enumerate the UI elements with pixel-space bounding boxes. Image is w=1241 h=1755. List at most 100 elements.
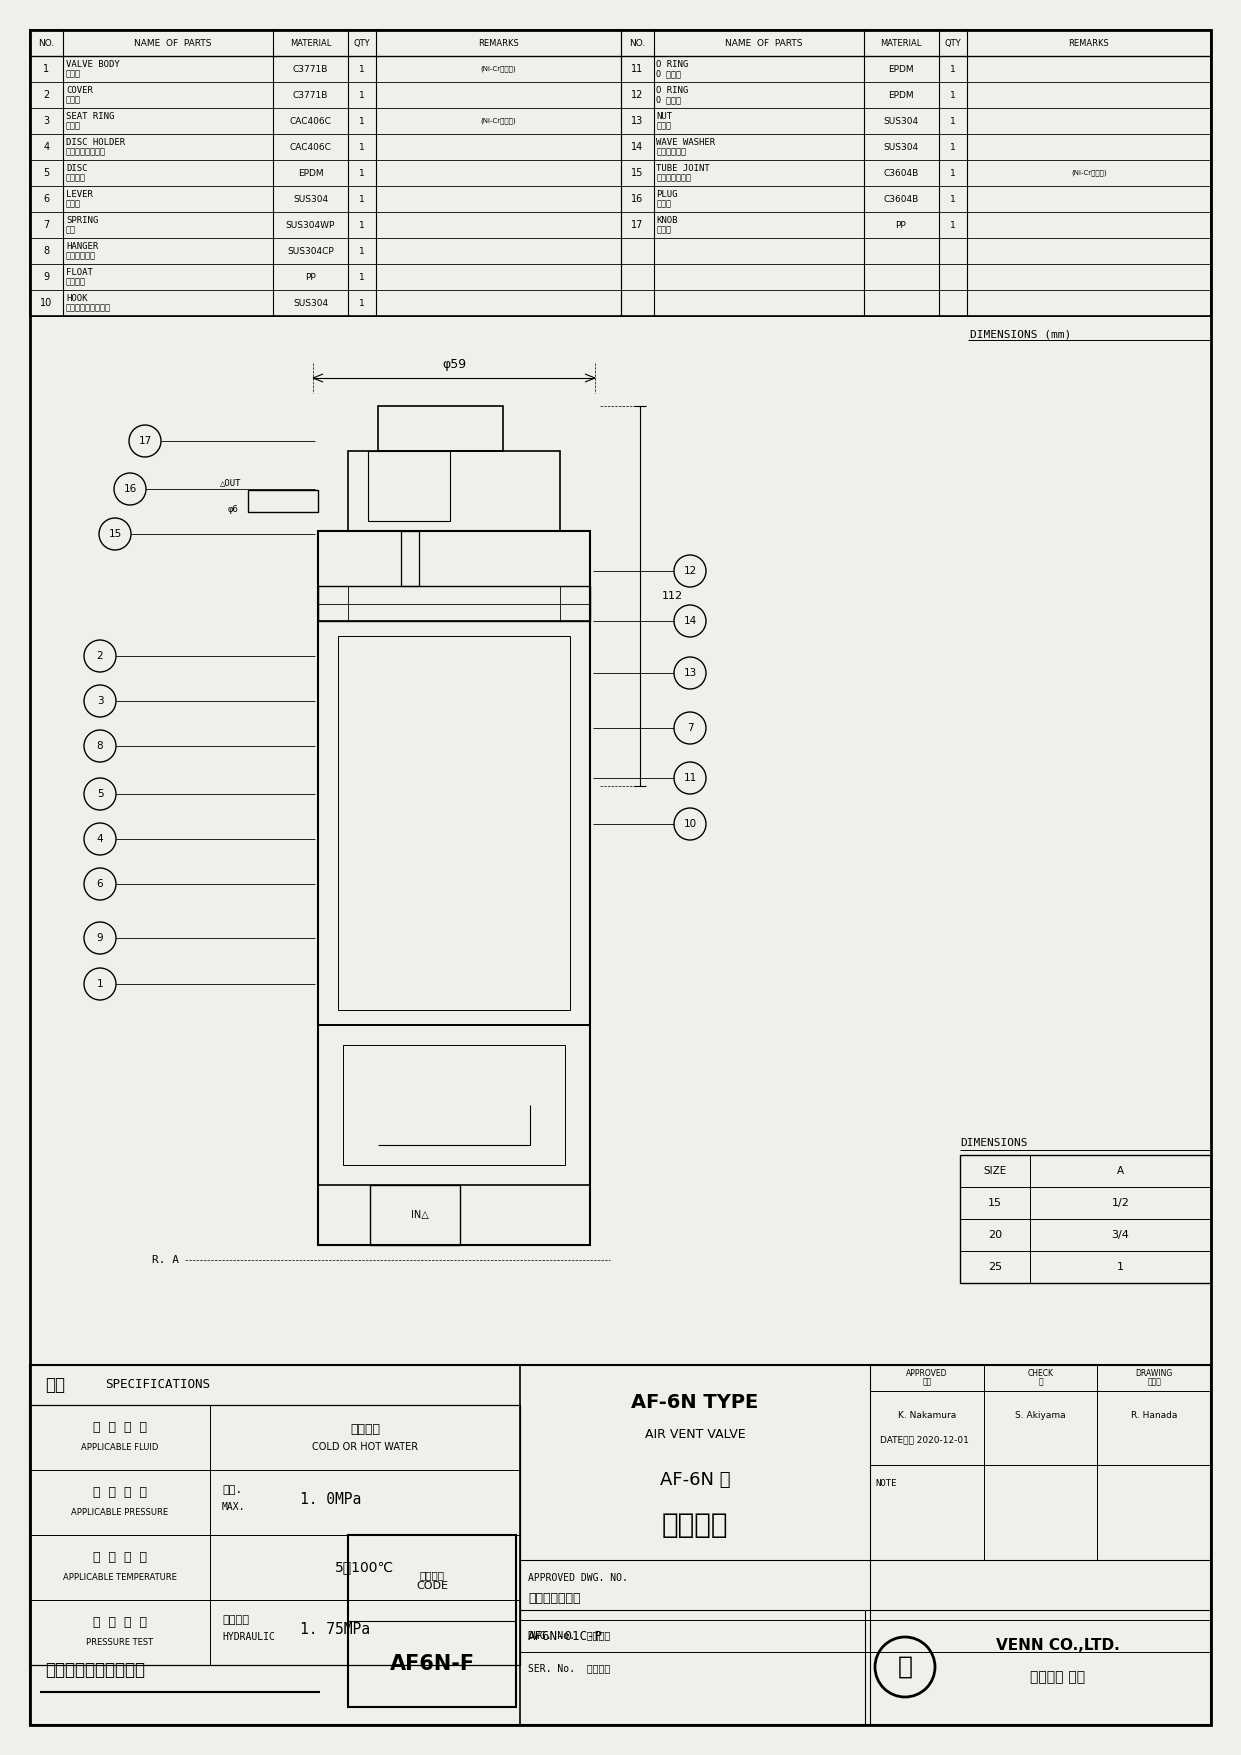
Bar [318,532,589,1244]
Text: 4: 4 [97,834,103,844]
Text: 9: 9 [43,272,50,283]
Text: DATE日付 2020-12-01: DATE日付 2020-12-01 [880,1436,969,1444]
Text: 1/2: 1/2 [1112,1199,1129,1207]
Text: ベンザ: ベンザ [66,121,81,130]
Text: 1. 75MPa: 1. 75MPa [300,1622,370,1637]
Text: 1: 1 [359,195,365,204]
Text: C3604B: C3604B [884,168,918,177]
Text: CHECK: CHECK [1028,1369,1054,1378]
Text: 3/4: 3/4 [1112,1230,1129,1241]
Text: O RING: O RING [656,60,689,68]
Text: NAME  OF  PARTS: NAME OF PARTS [134,39,212,47]
Text: 水圧にて: 水圧にて [222,1616,249,1625]
Text: C3771B: C3771B [293,91,328,100]
Text: APPROVED: APPROVED [906,1369,948,1378]
Bar [318,1025,589,1185]
Text: A: A [1117,1165,1124,1176]
Text: C3604B: C3604B [884,195,918,204]
Text: 16: 16 [630,195,643,204]
Text: NOTE: NOTE [875,1478,896,1488]
Text: 4: 4 [43,142,50,153]
Text: 適  用  流  体: 適 用 流 体 [93,1422,146,1434]
Text: EPDM: EPDM [298,168,324,177]
Text: SEAT RING: SEAT RING [66,112,114,121]
Text: 2: 2 [43,90,50,100]
Text: 株式会社 ベン: 株式会社 ベン [1030,1671,1086,1685]
Text: 1: 1 [949,65,956,74]
Text: ディスク: ディスク [66,174,86,183]
Text: CAC406C: CAC406C [289,116,331,126]
Text: プラグ: プラグ [656,200,671,209]
Text: 1: 1 [949,91,956,100]
Text: IN△: IN△ [411,1209,429,1220]
Bar [379,405,503,451]
Text: FLOAT: FLOAT [66,267,93,277]
Text: 14: 14 [684,616,696,627]
Text: 12: 12 [630,90,643,100]
Text: ベ: ベ [897,1655,912,1680]
Text: LEVER: LEVER [66,190,93,198]
Text: REMARKS: REMARKS [478,39,519,47]
Text: SUS304: SUS304 [884,142,918,151]
Text: REMARKS: REMARKS [1069,39,1109,47]
Bar [343,1044,565,1165]
Text: APPLICABLE TEMPERATURE: APPLICABLE TEMPERATURE [63,1572,177,1581]
Text: DWG. No.  原図番号: DWG. No. 原図番号 [527,1630,611,1639]
Text: ツマミ: ツマミ [656,225,671,235]
Text: R. Hanada: R. Hanada [1131,1411,1178,1420]
Text: 1. 0MPa: 1. 0MPa [300,1492,361,1508]
Text: EPDM: EPDM [889,65,913,74]
Text: PLUG: PLUG [656,190,678,198]
Text: (Ni-Crメッキ): (Ni-Crメッキ) [480,65,516,72]
Text: 最高.: 最高. [222,1485,242,1495]
Text: SUS304: SUS304 [293,298,328,307]
Text: 1: 1 [1117,1262,1124,1272]
Bar [248,490,318,512]
Text: 7: 7 [43,219,50,230]
Bar [338,635,570,1009]
Text: WAVE WASHER: WAVE WASHER [656,137,716,146]
Text: 8: 8 [97,741,103,751]
Text: 1: 1 [359,91,365,100]
Bar [401,532,419,586]
Text: PRESSURE TEST: PRESSURE TEST [87,1637,154,1646]
Text: 25: 25 [988,1262,1001,1272]
Text: 1: 1 [359,142,365,151]
Text: HOOK: HOOK [66,293,88,302]
Bar [347,1536,516,1708]
Text: 3: 3 [97,697,103,706]
Text: MATERIAL: MATERIAL [290,39,331,47]
Text: 仕様: 仕様 [45,1376,65,1393]
Bar [318,586,589,621]
Bar [347,451,560,532]
Text: SUS304WP: SUS304WP [285,221,335,230]
Text: 流  体  温  度: 流 体 温 度 [93,1551,146,1564]
Text: EPDM: EPDM [889,91,913,100]
Text: C3771B: C3771B [293,65,328,74]
Bar [369,451,450,521]
Text: 10: 10 [41,298,52,307]
Text: レバー: レバー [66,200,81,209]
Text: 承認: 承認 [922,1378,932,1386]
Text: NUT: NUT [656,112,673,121]
Text: O RING: O RING [656,86,689,95]
Text: 6: 6 [97,879,103,890]
Text: 水・温水: 水・温水 [350,1423,380,1436]
Text: 1: 1 [949,195,956,204]
Text: APPROVED DWG. NO.: APPROVED DWG. NO. [527,1572,628,1583]
Text: APPLICABLE PRESSURE: APPLICABLE PRESSURE [72,1508,169,1516]
Text: SER. No.  管理番号: SER. No. 管理番号 [527,1664,611,1673]
Text: 空気抜弁: 空気抜弁 [661,1511,728,1539]
Text: 1: 1 [359,272,365,281]
Text: 1: 1 [949,221,956,230]
Text: 1: 1 [359,246,365,256]
Text: DRAWING: DRAWING [1136,1369,1173,1378]
Text: ナミダザガネ: ナミダザガネ [656,147,686,156]
Bar [520,1365,1211,1725]
Text: 17: 17 [139,435,151,446]
Text: CAC406C: CAC406C [289,142,331,151]
Text: VENN CO.,LTD.: VENN CO.,LTD. [997,1637,1119,1653]
Text: チューブツギテ: チューブツギテ [656,174,691,183]
Text: ボディ: ボディ [66,70,81,79]
Text: 1: 1 [949,116,956,126]
